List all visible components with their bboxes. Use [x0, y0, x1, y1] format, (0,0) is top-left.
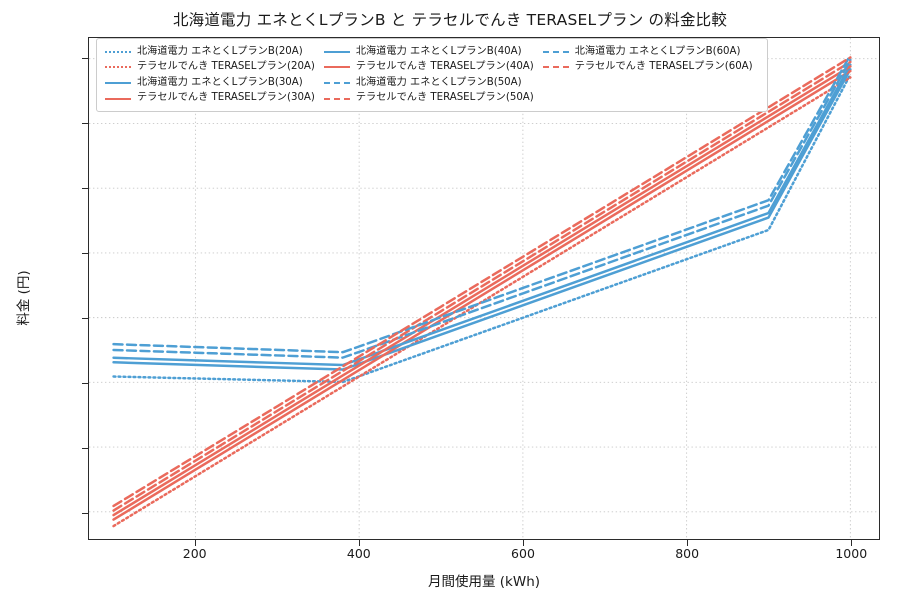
y-tick-mark — [82, 512, 88, 514]
series-line-4 — [112, 69, 852, 521]
legend-line-swatch — [323, 93, 350, 104]
x-tick-label: 600 — [511, 546, 535, 561]
legend-line-swatch — [105, 93, 131, 104]
legend-column: 北海道電力 エネとくLプランB(20A) テラセルでんき TERASELプラン(2… — [103, 44, 322, 106]
legend-label: 北海道電力 エネとくLプランB(50A) — [355, 76, 522, 88]
x-tick-mark — [358, 540, 360, 546]
legend-line-swatch — [323, 62, 350, 73]
legend-entry[interactable]: テラセルでんき TERASELプラン(20A) — [103, 60, 322, 76]
series-line-6 — [112, 65, 852, 517]
x-tick-label: 800 — [675, 546, 700, 561]
x-tick-mark — [522, 540, 525, 546]
chart-title: 北海道電力 エネとくLプランB と テラセルでんき TERASELプラン の料金… — [172, 11, 728, 29]
y-tick-mark — [82, 57, 88, 59]
legend-entry[interactable]: 北海道電力 エネとくLプランB(40A) — [322, 44, 541, 60]
series-line-8 — [112, 60, 852, 512]
x-tick-label: 1000 — [835, 546, 868, 561]
series-line-7 — [112, 58, 852, 359]
x-tick-mark — [687, 540, 689, 546]
legend-label: 北海道電力 エネとくLプランB(30A) — [137, 76, 303, 88]
legend-entry[interactable]: テラセルでんき TERASELプラン(30A) — [103, 91, 322, 107]
legend-entry[interactable]: 北海道電力 エネとくLプランB(30A) — [103, 75, 322, 91]
plot-canvas — [89, 38, 879, 539]
x-tick-mark — [194, 540, 196, 546]
legend-line-swatch — [323, 77, 350, 88]
legend-label: 北海道電力 エネとくLプランB(60A) — [574, 45, 741, 57]
legend-line-swatch — [542, 46, 569, 57]
legend-label: 北海道電力 エネとくLプランB(20A) — [137, 45, 303, 57]
legend-label: 北海道電力 エネとくLプランB(40A) — [355, 45, 522, 57]
legend-line-swatch — [105, 62, 131, 73]
legend-entry[interactable]: テラセルでんき TERASELプラン(50A) — [322, 91, 541, 107]
y-tick-mark — [82, 447, 88, 449]
x-tick-mark — [851, 540, 853, 546]
series-line-2 — [112, 76, 852, 528]
legend-line-swatch — [105, 77, 131, 88]
legend-entry[interactable]: 北海道電力 エネとくLプランB(50A) — [322, 75, 541, 91]
series-line-5 — [112, 63, 852, 367]
legend-line-swatch — [105, 46, 131, 57]
plot-area — [88, 37, 880, 540]
legend-label: テラセルでんき TERASELプラン(60A) — [574, 61, 753, 73]
series-line-1 — [112, 73, 852, 384]
y-tick-mark — [82, 382, 88, 384]
legend-line-swatch — [323, 46, 350, 57]
series-line-9 — [112, 53, 852, 354]
legend-line-swatch — [542, 62, 569, 73]
series-line-10 — [112, 56, 852, 508]
y-tick-mark — [82, 317, 88, 319]
legend-column: 北海道電力 エネとくLプランB(60A) テラセルでんき TERASELプラン(6… — [541, 44, 760, 106]
x-axis-label: 月間使用量 (kWh) — [427, 574, 541, 590]
y-tick-mark — [82, 122, 88, 124]
legend-label: テラセルでんき TERASELプラン(20A) — [137, 61, 315, 73]
legend-label: テラセルでんき TERASELプラン(40A) — [355, 61, 534, 73]
legend-label: テラセルでんき TERASELプラン(50A) — [355, 92, 534, 104]
legend-label: テラセルでんき TERASELプラン(30A) — [137, 92, 315, 104]
legend-entry[interactable]: テラセルでんき TERASELプラン(60A) — [541, 60, 760, 76]
x-tick-label: 200 — [182, 546, 207, 561]
series-line-3 — [112, 68, 852, 371]
legend-column: 北海道電力 エネとくLプランB(40A) テラセルでんき TERASELプラン(4… — [322, 44, 541, 106]
y-tick-mark — [82, 187, 88, 189]
series-lines — [112, 53, 852, 528]
legend-entry[interactable]: 北海道電力 エネとくLプランB(20A) — [103, 44, 322, 60]
y-tick-mark — [82, 252, 88, 254]
chart-legend: 北海道電力 エネとくLプランB(20A) テラセルでんき TERASELプラン(2… — [96, 38, 768, 113]
legend-entry[interactable]: 北海道電力 エネとくLプランB(60A) — [541, 44, 760, 60]
legend-entry[interactable]: テラセルでんき TERASELプラン(40A) — [322, 60, 541, 76]
x-tick-label: 400 — [346, 546, 371, 561]
y-axis-label: 料金 (円) — [16, 270, 32, 326]
